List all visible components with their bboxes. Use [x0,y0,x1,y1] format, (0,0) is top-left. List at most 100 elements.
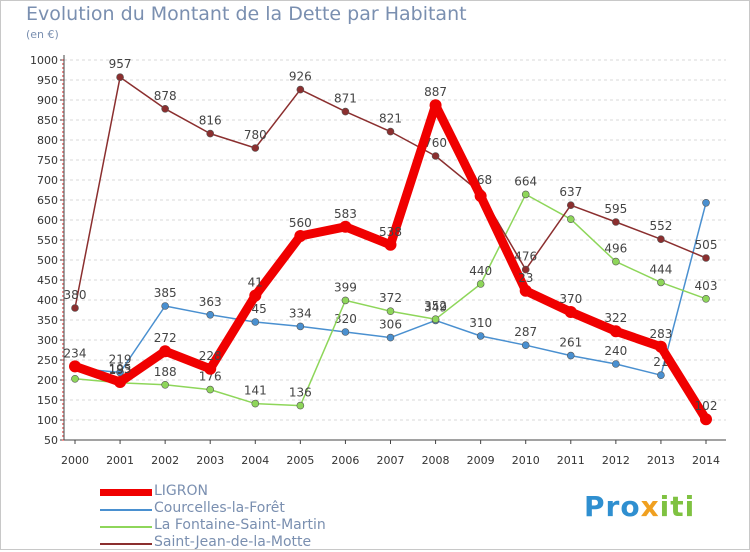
data-label-la-fontaine-saint-martin: 664 [514,174,537,188]
legend-item-fontaine: La Fontaine-Saint-Martin [100,517,380,535]
data-label-la-fontaine-saint-martin: 372 [379,291,402,305]
y-tick-label: 800 [37,134,58,147]
data-label-la-fontaine-saint-martin: 496 [604,242,627,256]
data-label-saint-jean-de-la-motte: 821 [379,112,402,126]
y-tick-label: 550 [37,234,58,247]
data-point-courcelles-la-for-t [341,328,350,336]
y-tick-label: 200 [37,374,58,387]
data-label-ligron: 102 [695,399,718,413]
legend: LIGRON Courcelles-la-Forêt La Fontaine-S… [100,483,380,552]
data-point-ligron [474,190,487,202]
data-point-courcelles-la-for-t [116,368,124,377]
data-point-courcelles-la-for-t [657,371,665,380]
data-label-courcelles-la-for-t: 287 [514,325,537,339]
data-label-courcelles-la-for-t: 334 [289,306,312,320]
y-tick-label: 1000 [30,54,58,67]
legend-label-fontaine: La Fontaine-Saint-Martin [154,517,326,533]
data-label-courcelles-la-for-t: 363 [199,295,222,309]
data-label-ligron: 228 [199,349,222,363]
y-tick-label: 150 [37,394,58,407]
data-point-la-fontaine-saint-martin [341,296,350,305]
y-tick-label: 450 [37,274,58,287]
y-tick-label: 900 [37,94,58,107]
y-tick-label: 300 [37,334,58,347]
x-tick-label: 2000 [61,454,89,467]
data-point-la-fontaine-saint-martin [161,380,169,389]
legend-label-ligron: LIGRON [154,483,208,499]
data-label-ligron: 887 [424,85,447,99]
x-tick-label: 2003 [196,454,224,467]
x-tick-label: 2009 [467,454,495,467]
proxiti-logo: Proxiti [584,490,696,523]
data-label-saint-jean-de-la-motte: 871 [334,92,357,106]
data-point-la-fontaine-saint-martin [521,190,530,199]
data-point-saint-jean-de-la-motte [296,85,305,94]
x-tick-label: 2004 [241,454,269,467]
data-point-courcelles-la-for-t [521,341,530,350]
data-label-saint-jean-de-la-motte: 780 [244,128,267,142]
x-tick-label: 2001 [106,454,134,467]
data-point-courcelles-la-for-t [476,332,485,340]
data-label-courcelles-la-for-t: 240 [604,344,627,358]
data-label-ligron: 41 [248,276,263,290]
data-point-saint-jean-de-la-motte [161,105,169,113]
x-tick-label: 2006 [331,454,359,467]
data-point-ligron [294,230,307,242]
data-point-la-fontaine-saint-martin [71,374,79,383]
legend-label-saint-jean: Saint-Jean-de-la-Motte [154,534,312,550]
data-point-courcelles-la-for-t [386,333,395,342]
y-tick-label: 850 [37,114,58,127]
data-point-la-fontaine-saint-martin [431,315,440,324]
data-label-saint-jean-de-la-motte: 552 [649,219,672,233]
data-point-ligron [700,413,712,426]
y-tick-label: 950 [37,74,58,87]
data-point-courcelles-la-for-t [296,322,305,331]
data-label-courcelles-la-for-t: 349 [424,300,447,314]
data-label-ligron: 322 [604,311,627,325]
legend-item-ligron: LIGRON [100,483,380,501]
legend-label-courcelles: Courcelles-la-Forêt [154,500,285,516]
data-label-courcelles-la-for-t: 310 [469,316,492,330]
data-point-saint-jean-de-la-motte [386,127,395,136]
data-point-ligron [609,325,622,338]
data-label-saint-jean-de-la-motte: 380 [64,288,87,302]
data-point-ligron [159,345,172,358]
x-tick-label: 2008 [422,454,450,467]
x-tick-label: 2011 [557,454,585,467]
x-tick-label: 2012 [602,454,630,467]
data-point-la-fontaine-saint-martin [476,280,485,288]
data-label-ligron: 195 [109,362,132,376]
data-point-saint-jean-de-la-motte [431,152,440,160]
data-point-saint-jean-de-la-motte [71,304,79,312]
data-point-ligron [114,376,127,388]
y-tick-label: 50 [44,434,58,447]
y-tick-label: 500 [37,254,58,267]
data-point-courcelles-la-for-t [702,199,710,207]
data-point-la-fontaine-saint-martin [566,215,575,223]
chart-subtitle: (en €) [26,28,59,41]
data-label-saint-jean-de-la-motte: 816 [199,114,222,128]
data-label-la-fontaine-saint-martin: 188 [154,365,177,379]
data-label-la-fontaine-saint-martin: 440 [469,264,492,278]
data-label-ligron: 538 [379,225,402,239]
data-label-ligron: 370 [559,292,582,306]
data-label-saint-jean-de-la-motte: 476 [514,250,537,264]
y-tick-label: 250 [37,354,58,367]
legend-swatch-courcelles [100,509,152,511]
data-point-la-fontaine-saint-martin [386,307,395,316]
data-point-ligron [204,362,217,375]
data-point-courcelles-la-for-t [161,302,169,310]
legend-swatch-fontaine [100,526,152,528]
data-point-ligron [519,284,532,297]
data-label-ligron: 560 [289,216,312,230]
data-point-ligron [654,340,667,353]
data-point-courcelles-la-for-t [206,310,215,319]
data-label-courcelles-la-for-t: 385 [154,286,177,300]
data-point-ligron [69,360,81,373]
y-tick-label: 700 [37,174,58,187]
x-tick-label: 2010 [512,454,540,467]
data-label-ligron: 272 [154,331,177,345]
y-tick-label: 750 [37,154,58,167]
data-point-ligron [429,99,442,112]
